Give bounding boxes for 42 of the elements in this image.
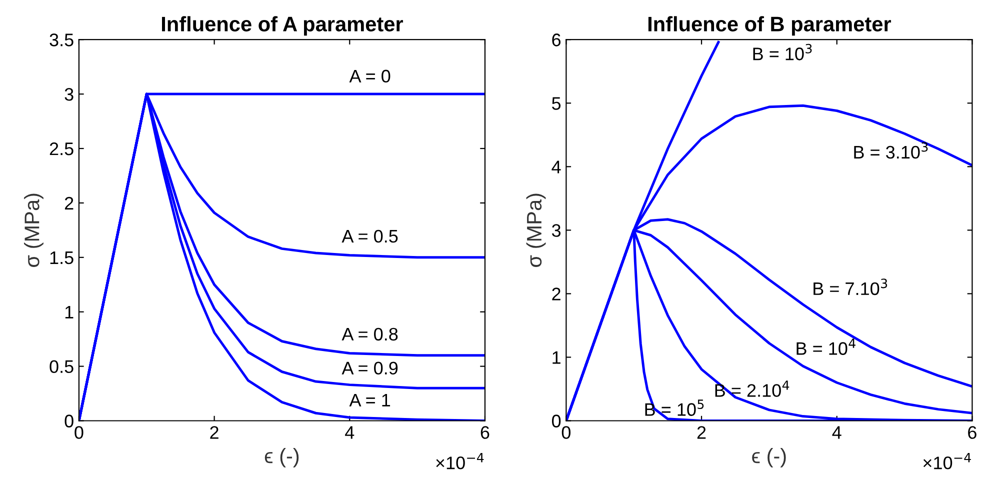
y-tick-label: 1: [552, 351, 560, 364]
series-label: B = 10$^{4}$: [796, 338, 856, 355]
text: ×10$^{−4}$: [923, 453, 971, 470]
y-tick-label: 0: [64, 414, 74, 428]
x-tick-label: 6: [480, 426, 490, 439]
series-label: A = 0.8: [342, 328, 398, 341]
y-tick-label: 5: [552, 97, 561, 110]
series-label: B = 10$^{5}$: [645, 400, 704, 416]
x-axis-title: ϵ (-): [264, 448, 299, 468]
y-tick-label: 2: [64, 196, 74, 210]
y-tick-label: 4: [552, 160, 561, 174]
y-tick-label: 3: [64, 88, 74, 101]
x-tick-label: 2: [697, 426, 706, 439]
x-tick-label: 4: [832, 426, 842, 439]
y-tick-label: 0.5: [50, 360, 74, 374]
text: ×10$^{−4}$: [436, 453, 484, 470]
x-tick-label: 0: [562, 426, 570, 439]
x-tick-label: 6: [968, 426, 976, 439]
series-label: B = 2.10$^{4}$: [715, 380, 790, 397]
y-tick-label: 1.5: [50, 252, 74, 264]
y-tick-label: 3: [552, 224, 561, 237]
y-tick-label: 3.5: [50, 34, 74, 46]
y-tick-label: 2.5: [50, 142, 74, 156]
y-axis-title: σ (MPa): [526, 194, 546, 267]
y-tick-label: 2: [552, 288, 560, 300]
chart-title: Influence of A parameter: [162, 16, 404, 36]
x-tick-label: 2: [210, 426, 218, 439]
series-label: B = 3.10$^{3}$: [854, 142, 928, 159]
y-axis-title: σ (MPa): [24, 194, 44, 267]
x-tick-label: 4: [345, 426, 354, 439]
series-label: A = 1: [349, 394, 390, 406]
series-label: B = 10$^{3}$: [753, 44, 812, 60]
series-label: B = 7.10$^{3}$: [814, 278, 888, 296]
series-label: A = 0.9: [342, 362, 398, 375]
x-axis-title: ϵ (-): [752, 448, 786, 468]
y-tick-label: 0: [552, 414, 561, 428]
series-label: A = 0.5: [342, 230, 398, 243]
y-tick-label: 6: [552, 34, 561, 46]
y-tick-label: 1: [65, 306, 74, 318]
series-label: A = 0: [349, 70, 390, 83]
x-tick-label: 0: [74, 426, 84, 439]
chart-title: Influence of B parameter: [648, 16, 892, 36]
